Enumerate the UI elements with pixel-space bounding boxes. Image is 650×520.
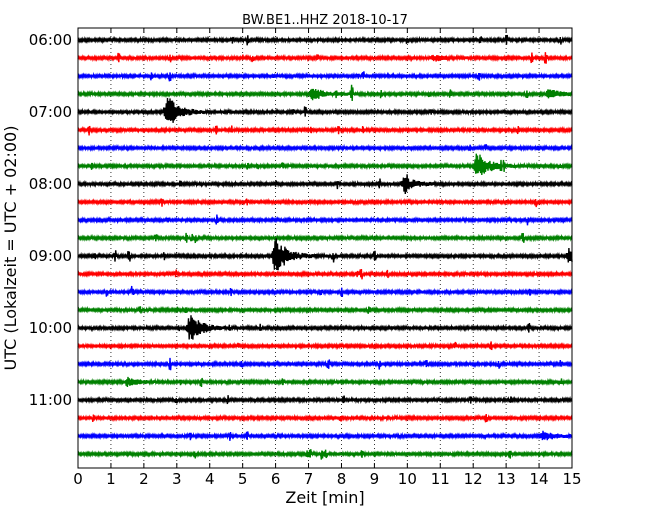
x-axis-ticks: 0 1 2 3 4 5 6 7 8 9 10 11 12 13 14 15 <box>73 28 582 488</box>
x-tick-label: 2 <box>139 470 149 488</box>
plot-frame <box>77 27 573 469</box>
x-axis-label: Zeit [min] <box>285 488 364 507</box>
trace-row-8 <box>77 174 573 195</box>
trace-row-22 <box>77 430 573 441</box>
trace-row-13 <box>77 269 573 280</box>
x-tick-label: 8 <box>337 470 347 488</box>
chart-title: BW.BE1..HHZ 2018-10-17 <box>242 13 408 28</box>
x-tick-label: 0 <box>73 470 83 488</box>
trace-row-20 <box>77 395 573 405</box>
trace-row-21 <box>77 413 573 423</box>
x-tick-label: 14 <box>530 470 549 488</box>
trace-rows <box>77 34 573 460</box>
trace-row-10 <box>77 214 573 226</box>
trace-row-12 <box>77 238 573 271</box>
trace-row-11 <box>77 232 573 244</box>
y-tick-label: 06:00 <box>29 31 72 49</box>
y-tick-label: 09:00 <box>29 247 72 265</box>
trace-row-19 <box>77 376 573 388</box>
trace-row-16 <box>77 315 573 340</box>
x-tick-label: 9 <box>370 470 380 488</box>
trace-row-5 <box>77 125 573 136</box>
x-tick-label: 10 <box>398 470 417 488</box>
y-axis-ticks: 06:00 07:00 08:00 09:00 10:00 11:00 <box>29 31 572 409</box>
x-tick-label: 1 <box>106 470 116 488</box>
x-tick-label: 15 <box>562 470 581 488</box>
y-tick-label: 08:00 <box>29 175 72 193</box>
trace-row-17 <box>77 341 573 351</box>
trace-row-7 <box>77 153 573 176</box>
trace-row-0 <box>77 34 573 46</box>
trace-row-15 <box>77 305 573 315</box>
y-axis-label: UTC (Lokalzeit = UTC + 02:00) <box>1 126 20 371</box>
trace-row-2 <box>77 71 573 82</box>
y-tick-label: 07:00 <box>29 103 72 121</box>
x-tick-label: 4 <box>205 470 215 488</box>
y-tick-label: 10:00 <box>29 319 72 337</box>
trace-row-9 <box>77 197 573 208</box>
x-tick-label: 11 <box>431 470 450 488</box>
x-tick-label: 6 <box>271 470 281 488</box>
trace-row-14 <box>77 285 573 297</box>
trace-row-1 <box>77 52 573 64</box>
x-tick-label: 3 <box>172 470 182 488</box>
x-tick-label: 5 <box>238 470 248 488</box>
trace-row-23 <box>77 449 573 460</box>
trace-row-3 <box>77 84 573 102</box>
x-tick-label: 12 <box>464 470 483 488</box>
x-tick-label: 7 <box>304 470 314 488</box>
trace-row-6 <box>77 143 573 153</box>
y-tick-label: 11:00 <box>29 391 72 409</box>
x-tick-label: 13 <box>497 470 516 488</box>
trace-row-18 <box>77 357 573 371</box>
trace-row-4 <box>77 97 573 123</box>
